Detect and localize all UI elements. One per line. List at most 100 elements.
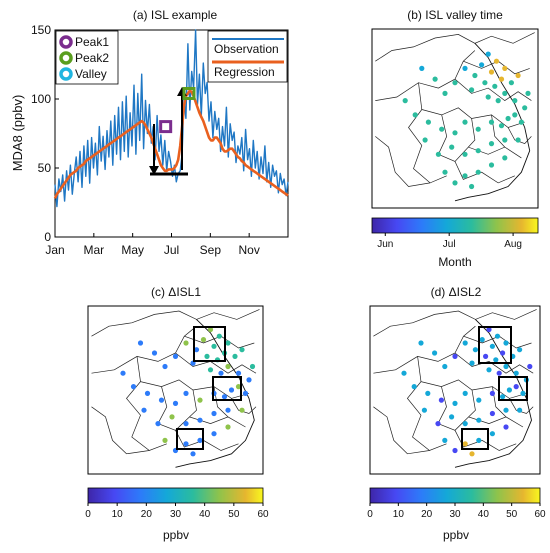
panel-d-box-east xyxy=(498,376,528,401)
station-dot xyxy=(225,407,231,413)
panel-c-colorbar-ticks: 0 10 20 30 40 50 60 xyxy=(85,503,269,520)
station-dot xyxy=(200,337,207,343)
colorbar-tick-label: 30 xyxy=(170,509,182,520)
station-dot xyxy=(498,76,505,82)
panel-d-title: (d) ΔISL2 xyxy=(431,285,482,299)
legend-item-observation: Observation xyxy=(212,38,284,56)
station-dot xyxy=(197,437,203,443)
station-dot xyxy=(502,90,508,96)
y-tick-label: 50 xyxy=(38,161,52,175)
station-dot xyxy=(488,119,495,125)
station-dot xyxy=(503,340,509,346)
station-dot xyxy=(197,397,203,403)
station-dot xyxy=(462,340,468,346)
station-dot xyxy=(495,98,501,104)
station-dot xyxy=(482,80,488,86)
panel-d-box-north xyxy=(478,326,512,364)
colorbar-tick-label: 10 xyxy=(112,509,124,520)
panel-c-box-south xyxy=(176,428,204,450)
colorbar-tick-label: Jun xyxy=(377,239,393,250)
province-boundary xyxy=(375,136,431,187)
colorbar-tick-label: 50 xyxy=(506,509,518,520)
y-tick-label: 100 xyxy=(31,92,51,106)
legend-item-peak1: Peak1 xyxy=(59,35,109,49)
province-boundary xyxy=(175,352,257,374)
station-dot xyxy=(401,370,407,376)
station-dot xyxy=(432,350,438,356)
colorbar-tick-label: 30 xyxy=(449,509,461,520)
panel-b-colorbar-ticks: Jun Jul Aug xyxy=(377,233,522,250)
marker-legend: Peak1 Peak2 Valley xyxy=(55,30,119,85)
station-dot xyxy=(435,421,441,427)
station-dot xyxy=(183,421,189,427)
panel-b-title: (b) ISL valley time xyxy=(407,8,503,22)
series-legend: Observation Regression xyxy=(207,30,288,83)
station-dot xyxy=(503,424,509,430)
station-dot xyxy=(472,72,478,79)
colorbar-tick-label: 0 xyxy=(85,509,91,520)
station-dot xyxy=(500,350,506,356)
station-dot xyxy=(508,80,514,86)
province-boundary xyxy=(437,114,522,162)
station-dot xyxy=(162,363,168,370)
station-dot xyxy=(402,98,408,104)
colorbar-tick-label: 10 xyxy=(393,509,405,520)
panel-b-map: (b) ISL valley time Jun Jul Aug Month xyxy=(371,8,539,269)
legend-item-regression: Regression xyxy=(212,60,284,79)
marker-legend-box xyxy=(55,30,119,85)
colorbar-tick-label: 40 xyxy=(478,509,490,520)
x-tick-label: May xyxy=(121,243,144,257)
legend-item-peak2: Peak2 xyxy=(59,51,109,65)
coastline xyxy=(454,319,532,468)
station-dot xyxy=(485,94,491,100)
colorbar-tick-label: 60 xyxy=(534,509,546,520)
station-dot xyxy=(151,350,158,356)
station-dot xyxy=(469,183,475,190)
station-dot xyxy=(228,387,235,393)
colorbar-tick-label: Jul xyxy=(443,239,456,250)
y-tick-label: 150 xyxy=(31,23,51,37)
panel-c-title: (c) ΔISL1 xyxy=(151,285,201,299)
station-dot xyxy=(239,347,245,353)
x-tick-label: Nov xyxy=(238,243,259,257)
station-dot xyxy=(527,363,533,370)
station-dot xyxy=(517,407,523,413)
station-dot xyxy=(518,119,525,125)
station-dot xyxy=(472,347,478,353)
station-dot xyxy=(435,151,441,157)
station-dot xyxy=(439,126,445,132)
station-dot xyxy=(513,384,519,390)
panel-d-stations xyxy=(401,326,533,457)
station-dot xyxy=(442,169,448,175)
station-dot xyxy=(493,357,499,363)
colorbar-tick-label: 20 xyxy=(141,509,153,520)
station-dot xyxy=(515,137,521,143)
station-dot xyxy=(432,76,438,82)
station-dot xyxy=(235,370,242,376)
station-dot xyxy=(197,417,203,423)
province-boundary xyxy=(157,386,246,431)
station-dot xyxy=(442,437,448,443)
legend-label-peak2: Peak2 xyxy=(75,51,109,65)
station-dot xyxy=(503,363,509,370)
panel-d-boundaries xyxy=(373,309,537,468)
station-dot xyxy=(449,144,455,150)
station-dot xyxy=(190,451,196,457)
station-dot xyxy=(479,62,485,68)
station-dot xyxy=(462,390,468,396)
panel-c-map: (c) ΔISL1 0 10 20 30 40 50 60 ppbv xyxy=(85,285,269,542)
panel-a-ylabel: MDA8 (ppbv) xyxy=(10,95,25,172)
panel-d-highlight-boxes xyxy=(461,326,528,450)
province-boundary xyxy=(189,389,197,418)
station-dot xyxy=(475,126,481,132)
station-dot xyxy=(462,441,468,447)
station-dot xyxy=(235,384,242,390)
station-dot xyxy=(246,377,252,383)
station-dot xyxy=(475,169,481,175)
station-dot xyxy=(162,437,168,443)
station-dot xyxy=(469,360,475,366)
station-dot xyxy=(421,407,427,413)
station-dot xyxy=(242,390,249,396)
panel-a-line-chart: (a) ISL example 0 50 100 150 Jan Mar May Jul Sep… xyxy=(10,8,289,257)
station-dot xyxy=(130,384,137,390)
